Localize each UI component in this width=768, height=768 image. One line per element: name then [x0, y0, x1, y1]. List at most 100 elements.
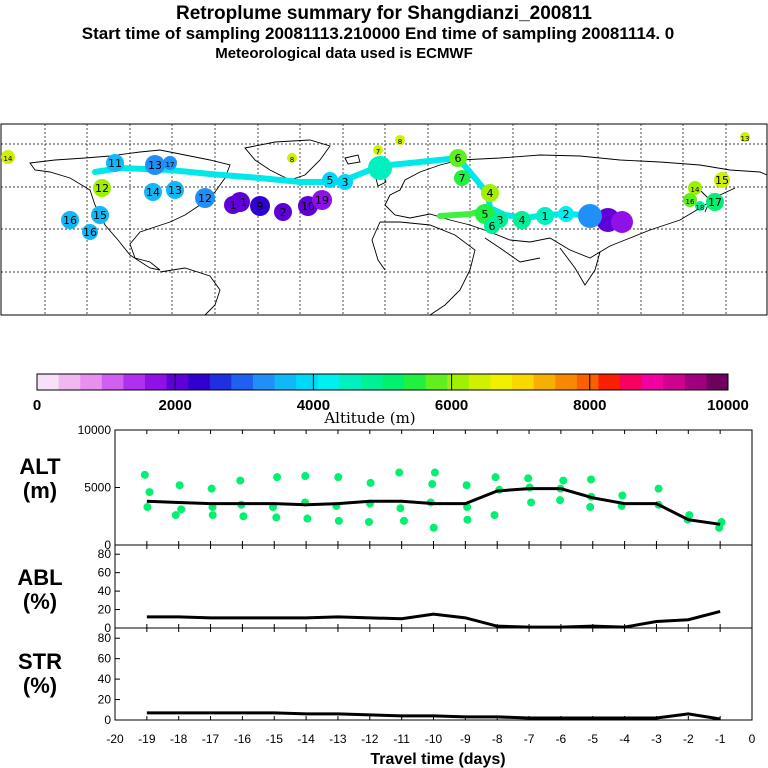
world-map: 1416151112141316131712119101987531267453…: [1, 124, 767, 315]
x-tick-label: -4: [619, 732, 630, 746]
alt-particle-point: [335, 517, 343, 525]
track-marker: 14: [688, 181, 702, 195]
alt-particle-point: [524, 474, 532, 482]
svg-text:15: 15: [93, 209, 107, 222]
x-tick-label: 0: [749, 732, 756, 746]
svg-text:2: 2: [280, 206, 287, 219]
alt-series-line: [147, 489, 720, 525]
colorbar-tick-label: 6000: [435, 397, 468, 414]
alt-particle-point: [395, 469, 403, 477]
alt-particle-point: [365, 518, 373, 526]
track-marker: 11: [106, 154, 124, 172]
colorbar-cell: [275, 374, 297, 390]
track-marker: 17: [706, 193, 724, 211]
colorbar-cell: [145, 374, 167, 390]
x-tick-label: -8: [492, 732, 503, 746]
svg-text:5: 5: [327, 174, 334, 187]
alt-particle-point: [303, 515, 311, 523]
track-marker: [611, 211, 633, 233]
x-tick-label: -20: [106, 732, 124, 746]
alt-particle-point: [618, 492, 626, 500]
x-tick-label: -15: [266, 732, 284, 746]
colorbar-cell: [620, 374, 642, 390]
colorbar-cell: [685, 374, 707, 390]
track-marker: 17: [163, 156, 177, 170]
colorbar-cell: [555, 374, 577, 390]
x-tick-label: -19: [138, 732, 156, 746]
x-axis-label: Travel time (days): [370, 751, 505, 768]
track-marker: [578, 204, 602, 228]
svg-text:13: 13: [741, 135, 750, 143]
colorbar-cell: [706, 374, 728, 390]
svg-text:16: 16: [686, 198, 695, 206]
alt-particle-point: [272, 513, 280, 521]
track-marker: 4: [513, 211, 531, 229]
track-marker: 15: [714, 172, 730, 188]
colorbar-cell: [318, 374, 340, 390]
svg-text:17: 17: [166, 161, 175, 169]
colorbar-cell: [59, 374, 81, 390]
str-panel: 806040200-20 -19 -18 -17 -16 -15 -14 -13 -12 -11-…: [98, 628, 756, 768]
alt-particle-point: [556, 496, 564, 504]
colorbar-cell: [123, 374, 145, 390]
track-marker: 7: [454, 170, 470, 186]
alt-particle-point: [209, 511, 217, 519]
svg-text:1: 1: [230, 199, 237, 212]
colorbar-cell: [210, 374, 232, 390]
alt-particle-point: [141, 471, 149, 479]
alt-particle-point: [559, 477, 567, 485]
y-tick-label: 10000: [78, 423, 112, 437]
svg-text:4: 4: [519, 214, 526, 227]
colorbar-tick-label: 0: [33, 397, 41, 414]
colorbar-cell: [469, 374, 491, 390]
svg-text:3: 3: [342, 176, 349, 189]
alt-particle-point: [208, 485, 216, 493]
svg-text:13: 13: [168, 184, 182, 197]
colorbar-tick-label: 8000: [573, 397, 606, 414]
svg-text:16: 16: [63, 214, 77, 227]
alt-particle-point: [143, 503, 151, 511]
alt-particle-point: [655, 485, 663, 493]
alt-particle-point: [396, 504, 404, 512]
track-marker: 3: [337, 174, 353, 190]
alt-particle-point: [492, 473, 500, 481]
y-tick-label: 80: [98, 631, 112, 645]
svg-text:5: 5: [482, 208, 489, 221]
x-tick-label: -18: [170, 732, 188, 746]
svg-text:18: 18: [696, 204, 705, 212]
y-tick-label: 5000: [84, 481, 111, 495]
alt-particle-point: [236, 477, 244, 485]
track-marker: 4: [481, 184, 499, 202]
altitude-colorbar: 0 2000 4000 6000 8000 10000 Altitude (m): [33, 374, 749, 427]
colorbar-cell: [512, 374, 534, 390]
abl-panel: 806040200: [98, 545, 752, 635]
x-tick-label: -11: [393, 732, 410, 746]
alt-particle-point: [587, 475, 595, 483]
track-marker: 2: [558, 206, 574, 222]
svg-text:17: 17: [708, 196, 722, 209]
track-marker: 18: [695, 201, 705, 212]
track-marker: 15: [91, 206, 109, 224]
alt-particle-point: [239, 512, 247, 520]
track-marker: 14: [1, 150, 15, 164]
svg-text:12: 12: [95, 182, 109, 195]
track-marker: 6: [449, 149, 467, 167]
track-marker: 14: [144, 183, 162, 201]
track-marker: 2: [274, 203, 292, 221]
colorbar-cell: [447, 374, 469, 390]
colorbar-cell: [37, 374, 59, 390]
x-tick-label: -13: [329, 732, 347, 746]
alt-particle-point: [463, 481, 471, 489]
colorbar-cell: [598, 374, 620, 390]
colorbar-title: Altitude (m): [323, 409, 415, 427]
colorbar-cell: [577, 374, 599, 390]
x-tick-label: -7: [524, 732, 535, 746]
track-marker: 1: [224, 196, 242, 214]
track-marker: 6: [484, 218, 500, 234]
alt-particle-point: [527, 498, 535, 506]
colorbar-tick-label: 2000: [159, 397, 192, 414]
colorbar-cell: [404, 374, 426, 390]
colorbar-cell: [231, 374, 253, 390]
svg-text:14: 14: [691, 186, 700, 194]
svg-text:7: 7: [376, 148, 380, 156]
